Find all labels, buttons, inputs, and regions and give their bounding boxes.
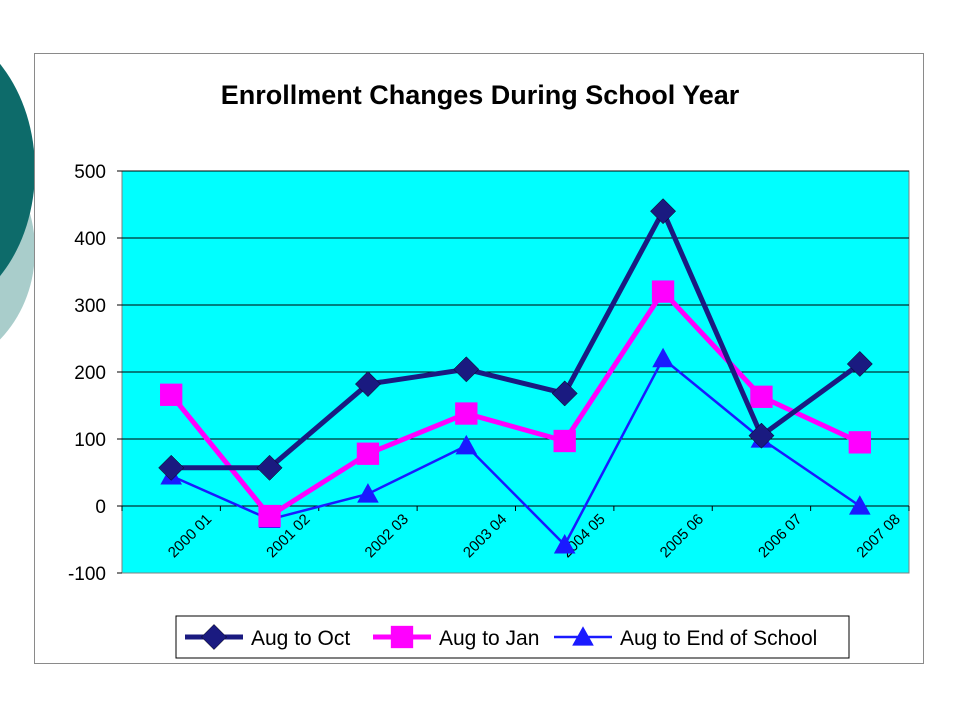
y-tick-label: 100 <box>74 430 106 451</box>
data-point <box>390 625 414 649</box>
line-chart: Enrollment Changes During School Year -1… <box>68 80 910 659</box>
y-tick-label: 500 <box>74 162 106 183</box>
data-point <box>553 534 576 554</box>
data-point <box>356 442 380 465</box>
series-aug-to-oct <box>158 198 873 481</box>
data-point <box>453 356 480 383</box>
data-point <box>750 385 773 408</box>
decoration-dark-circle <box>0 63 35 277</box>
y-tick-label: 0 <box>95 497 106 518</box>
data-point <box>455 402 478 425</box>
data-point <box>201 624 227 650</box>
legend-entry: Aug to Oct <box>185 624 350 650</box>
series-line <box>171 208 862 471</box>
data-point <box>846 351 873 377</box>
data-point <box>354 371 381 398</box>
data-point <box>160 383 183 406</box>
data-point <box>553 429 576 453</box>
data-point <box>572 626 594 646</box>
data-point <box>256 454 283 481</box>
data-point <box>849 495 871 515</box>
data-point <box>455 434 478 455</box>
data-point <box>748 422 775 449</box>
legend: Aug to Oct Aug to Jan Aug to End of School <box>175 615 850 659</box>
y-axis-ticks: -100 0 100 200 300 400 500 <box>68 162 122 585</box>
y-tick-label: -100 <box>68 564 106 585</box>
data-point <box>848 431 871 454</box>
legend-entry: Aug to Jan <box>373 625 539 650</box>
series-line <box>170 357 861 547</box>
series-aug-to-end-of-school <box>160 347 871 554</box>
data-point <box>357 483 379 503</box>
y-tick-label: 300 <box>74 296 106 317</box>
y-tick-label: 200 <box>74 363 106 384</box>
series-group <box>158 198 873 554</box>
legend-label: Aug to Jan <box>439 627 539 650</box>
y-tick-label: 400 <box>74 229 106 250</box>
chart-title: Enrollment Changes During School Year <box>221 80 740 110</box>
data-point <box>650 198 677 225</box>
data-point <box>258 504 281 528</box>
legend-entry: Aug to End of School <box>554 626 817 650</box>
legend-label: Aug to Oct <box>251 627 350 650</box>
data-point <box>551 380 578 407</box>
data-point <box>158 454 185 481</box>
legend-label: Aug to End of School <box>620 627 817 650</box>
series-line <box>169 289 861 519</box>
legend-box <box>175 615 850 659</box>
series-aug-to-jan <box>160 280 871 528</box>
data-point <box>651 280 675 303</box>
data-point <box>652 347 674 368</box>
chart-frame: Enrollment Changes During School Year -1… <box>34 53 924 664</box>
